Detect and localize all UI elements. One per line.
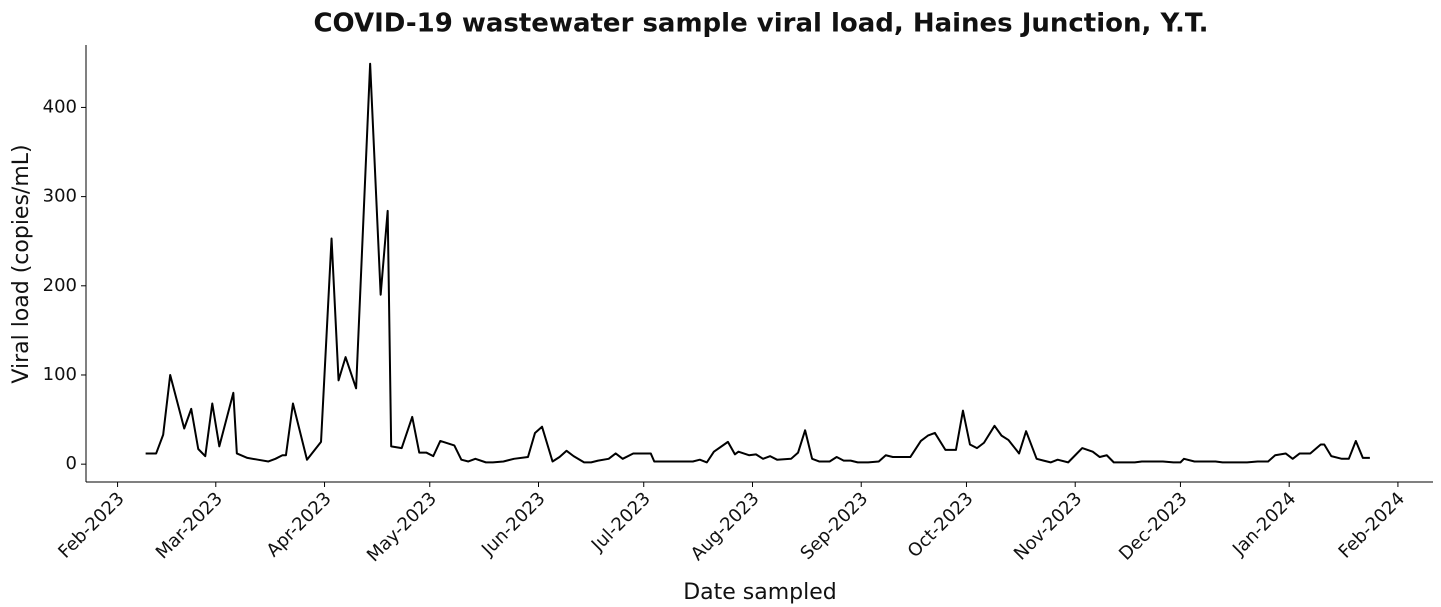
y-tick-label: 100: [43, 364, 77, 385]
y-tick-label: 300: [43, 186, 77, 207]
y-tick-label: 200: [43, 275, 77, 296]
x-tick-label: Sep-2023: [796, 488, 872, 564]
data-line: [145, 62, 1370, 464]
x-axis-label: Date sampled: [683, 580, 837, 605]
x-tick-label: Feb-2024: [1335, 488, 1409, 562]
x-tick-label: Nov-2023: [1010, 488, 1086, 564]
y-axis-label: Viral load (copies/mL): [9, 144, 34, 383]
x-tick-label: Oct-2023: [904, 488, 978, 562]
y-tick-label: 0: [66, 453, 77, 474]
x-tick-label: Jun-2023: [477, 488, 549, 560]
x-tick-label: Jan-2024: [1228, 488, 1300, 560]
x-tick-label: Feb-2023: [54, 488, 128, 562]
x-tick-label: Dec-2023: [1115, 488, 1191, 564]
x-tick-label: Aug-2023: [687, 488, 764, 565]
y-tick-label: 400: [43, 96, 77, 117]
chart-title: COVID-19 wastewater sample viral load, H…: [313, 9, 1208, 39]
x-tick-label: Jul-2023: [587, 488, 655, 556]
x-tick-label: Mar-2023: [152, 488, 227, 563]
x-tick-label: Apr-2023: [263, 488, 336, 561]
x-tick-label: May-2023: [363, 488, 441, 566]
